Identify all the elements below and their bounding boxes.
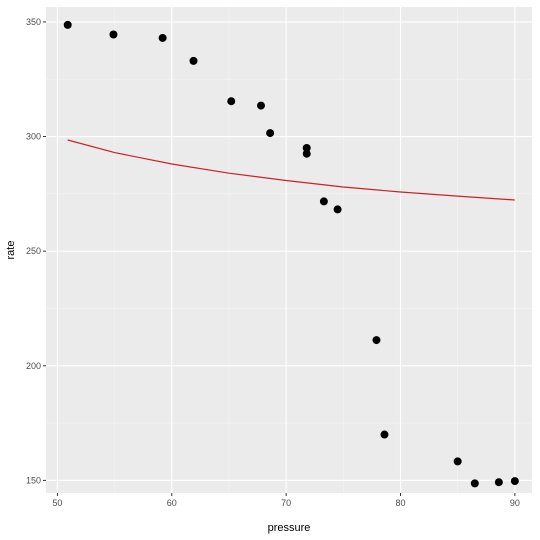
data-point bbox=[380, 430, 389, 439]
y-axis-title: rate bbox=[5, 241, 17, 260]
data-point bbox=[453, 457, 462, 466]
data-point bbox=[256, 101, 265, 110]
data-point bbox=[319, 197, 328, 206]
x-tick-label: 80 bbox=[395, 498, 405, 508]
fitted-curve bbox=[67, 139, 515, 201]
major-gridlines bbox=[46, 7, 532, 493]
data-point bbox=[302, 149, 311, 158]
data-point bbox=[510, 477, 519, 486]
x-tick-label: 50 bbox=[52, 498, 62, 508]
data-point bbox=[63, 20, 72, 29]
y-tick-label: 300 bbox=[26, 132, 41, 142]
x-tick-label: 70 bbox=[281, 498, 291, 508]
data-point bbox=[227, 97, 236, 106]
plot-background bbox=[46, 7, 532, 493]
data-point bbox=[470, 479, 479, 488]
data-point bbox=[158, 33, 167, 42]
data-point bbox=[266, 129, 275, 138]
tick-labels: 50 60 70 80 90 150 200 250 300 350 bbox=[26, 17, 520, 508]
data-point bbox=[189, 56, 198, 65]
minor-gridlines bbox=[46, 7, 532, 493]
data-point bbox=[302, 143, 311, 152]
y-tick-label: 150 bbox=[26, 475, 41, 485]
data-point bbox=[372, 336, 381, 345]
y-tick-label: 350 bbox=[26, 17, 41, 27]
y-tick-label: 200 bbox=[26, 361, 41, 371]
data-point bbox=[109, 30, 118, 39]
x-tick-label: 90 bbox=[510, 498, 520, 508]
axis-ticks bbox=[43, 21, 516, 496]
data-point bbox=[333, 205, 342, 214]
data-point bbox=[494, 478, 503, 487]
x-tick-label: 60 bbox=[167, 498, 177, 508]
x-axis-title: pressure bbox=[268, 522, 311, 534]
y-tick-label: 250 bbox=[26, 246, 41, 256]
data-series bbox=[63, 20, 519, 488]
